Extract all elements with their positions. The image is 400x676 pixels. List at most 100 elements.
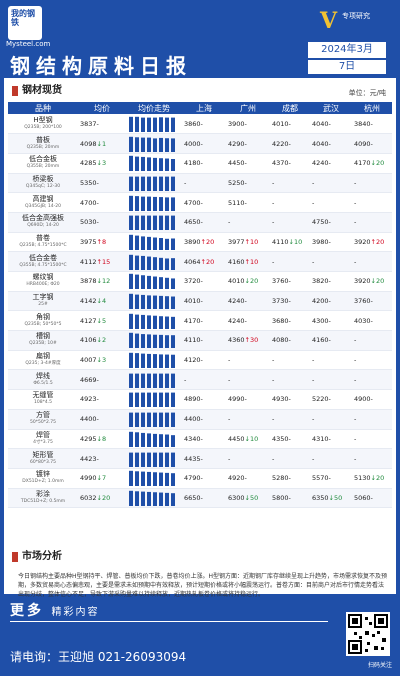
trend-bar <box>165 452 169 467</box>
avg-change: - <box>97 455 99 463</box>
trend-bar <box>147 256 151 270</box>
trend-bar <box>147 276 151 290</box>
avg-change: - <box>97 179 99 187</box>
city-change: - <box>329 395 331 403</box>
city-price-cell: - <box>270 448 310 469</box>
city-change: - <box>245 159 247 167</box>
city-change-value: - <box>244 474 247 483</box>
city-change: - <box>371 297 373 305</box>
trend-bar <box>129 333 133 349</box>
trend-bar <box>153 373 157 388</box>
product-name: 普板 <box>36 135 50 144</box>
trend-bar <box>147 157 151 172</box>
trend-cell <box>126 409 182 430</box>
avg-price-cell: 4106↓2 <box>78 330 126 351</box>
city-price-cell: 4170↓20 <box>352 153 392 174</box>
product-cell: 低合金卷 Q355B; 4.75*1500*C <box>8 251 78 272</box>
city-price-cell: 4340- <box>182 429 226 450</box>
city-price: - <box>228 454 231 463</box>
trend-bar <box>171 278 175 290</box>
city-change-value: 20 <box>250 277 259 286</box>
trend-bar <box>153 433 157 447</box>
trend-sparkline <box>129 254 175 270</box>
trend-bar <box>135 471 139 487</box>
city-price-cell: - <box>226 369 270 391</box>
avg-price-cell: 4142↓4 <box>78 291 126 312</box>
trend-bar <box>171 473 175 487</box>
city-change: ↓50 <box>328 493 343 502</box>
city-change: - <box>245 179 247 187</box>
trend-bar <box>165 434 169 447</box>
city-price: 4064 <box>184 257 201 266</box>
city-price: 3900 <box>228 119 245 128</box>
avg-price: 4400 <box>80 415 97 424</box>
product-spec: 108*4.5 <box>34 400 52 406</box>
city-price-cell: 4370- <box>270 153 310 174</box>
trend-bar <box>171 196 175 211</box>
trend-bar <box>129 195 133 211</box>
city-price-cell: 4900- <box>352 389 392 410</box>
trend-bar <box>141 196 145 211</box>
table-row: 低合金板 Q355B; 20mm 4285↓3 4180- 4450- 4370- 4240… <box>8 153 392 174</box>
city-change: - <box>289 317 291 325</box>
city-price: 4350 <box>272 434 289 443</box>
product-cell: 方管 50*50*2.75 <box>8 409 78 430</box>
table-row: 镀锌 DX51D+Z; 1.0mm 4990↓7 4790- 4920- 5280- 557… <box>8 468 392 489</box>
city-price: 4160 <box>228 257 245 266</box>
avg-change-value: - <box>96 375 99 384</box>
city-price: 5220 <box>312 395 329 404</box>
city-change: ↓10 <box>244 434 259 443</box>
trend-bar <box>159 137 163 152</box>
avg-price: 4923 <box>80 395 97 404</box>
city-price: 4290 <box>228 139 245 148</box>
avg-price-cell: 3878↓12 <box>78 271 126 292</box>
logo-text: 我的钢铁 <box>11 9 35 27</box>
trend-bar <box>135 314 139 329</box>
avg-change-value: - <box>96 454 99 463</box>
city-price-cell: 6350↓50 <box>310 488 352 509</box>
trend-sparkline <box>129 274 175 290</box>
city-price-cell: 4120- <box>182 350 226 371</box>
trend-cell <box>126 173 182 194</box>
table-header: 品种 均价 均价走势 上海 广州 成都 武汉 杭州 <box>8 102 392 114</box>
trend-bar <box>159 373 163 388</box>
table-row: 低合金卷 Q355B; 4.75*1500*C 4112↑15 4064↑20 4160… <box>8 251 392 272</box>
city-price-cell: 4920- <box>226 468 270 489</box>
city-change-value: - <box>288 434 291 443</box>
city-price: 4300 <box>312 316 329 325</box>
qr-code-icon[interactable] <box>346 612 390 656</box>
trend-bar <box>129 156 133 172</box>
report-day: 7日 <box>308 60 386 74</box>
product-cell: 镀锌 DX51D+Z; 1.0mm <box>8 468 78 489</box>
city-price-cell: 4064↑20 <box>182 251 226 272</box>
city-price: 4240 <box>228 316 245 325</box>
city-price: - <box>184 375 187 384</box>
city-change-value: - <box>328 139 331 148</box>
more-content[interactable]: 更多 精彩内容 <box>10 600 99 620</box>
city-price-cell: 4240- <box>226 291 270 312</box>
city-price-cell: 3820- <box>310 271 352 292</box>
trend-bar <box>141 117 145 132</box>
city-change: - <box>245 140 247 148</box>
column-header: 品种 <box>8 102 78 114</box>
city-price-cell: 3920↑20 <box>352 232 392 253</box>
city-price: 5570 <box>312 474 329 483</box>
trend-cell <box>126 448 182 469</box>
trend-bar <box>171 335 175 349</box>
city-price: 5250 <box>228 178 245 187</box>
city-change-value: - <box>200 454 203 463</box>
city-price-cell: - <box>352 212 392 233</box>
city-price: 4220 <box>272 139 289 148</box>
city-price-cell: 5570- <box>310 468 352 489</box>
city-price: - <box>184 178 187 187</box>
trend-bar <box>159 472 163 487</box>
product-spec: Q690D; 14-20 <box>27 223 59 229</box>
trend-bar <box>165 196 169 211</box>
city-price: - <box>312 178 315 187</box>
trend-bar <box>171 354 175 369</box>
product-cell: 槽钢 Q235B; 10# <box>8 330 78 351</box>
trend-cell <box>126 330 182 351</box>
product-cell: 低合金板 Q355B; 20mm <box>8 153 78 174</box>
city-change: - <box>201 297 203 305</box>
trend-bar <box>135 432 139 447</box>
